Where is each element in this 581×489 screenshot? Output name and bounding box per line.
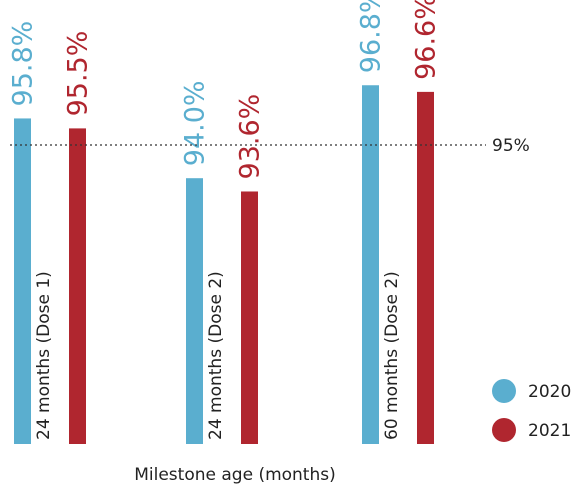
legend-swatch-2021 xyxy=(492,418,516,442)
legend-label-2021: 2021 xyxy=(528,421,571,441)
bar-2020-1 xyxy=(14,118,31,444)
value-labels-layer: 95.8% 95.5% 94.0% 93.6% 96.8% 96.6% xyxy=(8,0,442,179)
bar-2021-1 xyxy=(69,128,86,444)
bar-2020-2 xyxy=(186,178,203,444)
bar-2020-3 xyxy=(362,85,379,445)
x-axis-label: Milestone age (months) xyxy=(134,465,336,485)
category-label-3: 60 months (Dose 2) xyxy=(382,271,402,440)
value-label-2020-1: 95.8% xyxy=(8,21,39,107)
category-labels-layer: 24 months (Dose 1) 24 months (Dose 2) 60 m… xyxy=(34,271,402,440)
bar-2021-2 xyxy=(241,191,258,444)
legend-swatch-2020 xyxy=(492,379,516,403)
legend: 2020 2021 xyxy=(492,379,571,442)
bar-2021-3 xyxy=(417,91,434,444)
value-label-2020-2: 94.0% xyxy=(180,80,211,166)
legend-label-2020: 2020 xyxy=(528,382,571,402)
value-label-2021-2: 93.6% xyxy=(235,94,266,180)
category-label-1: 24 months (Dose 1) xyxy=(34,271,54,440)
bars-layer xyxy=(14,85,434,445)
value-label-2020-3: 96.8% xyxy=(356,0,387,73)
category-label-2: 24 months (Dose 2) xyxy=(206,271,226,440)
reference-line-group: 95% xyxy=(10,136,530,156)
value-label-2021-3: 96.6% xyxy=(411,0,442,80)
value-label-2021-1: 95.5% xyxy=(63,31,94,117)
reference-line-label: 95% xyxy=(492,136,530,156)
